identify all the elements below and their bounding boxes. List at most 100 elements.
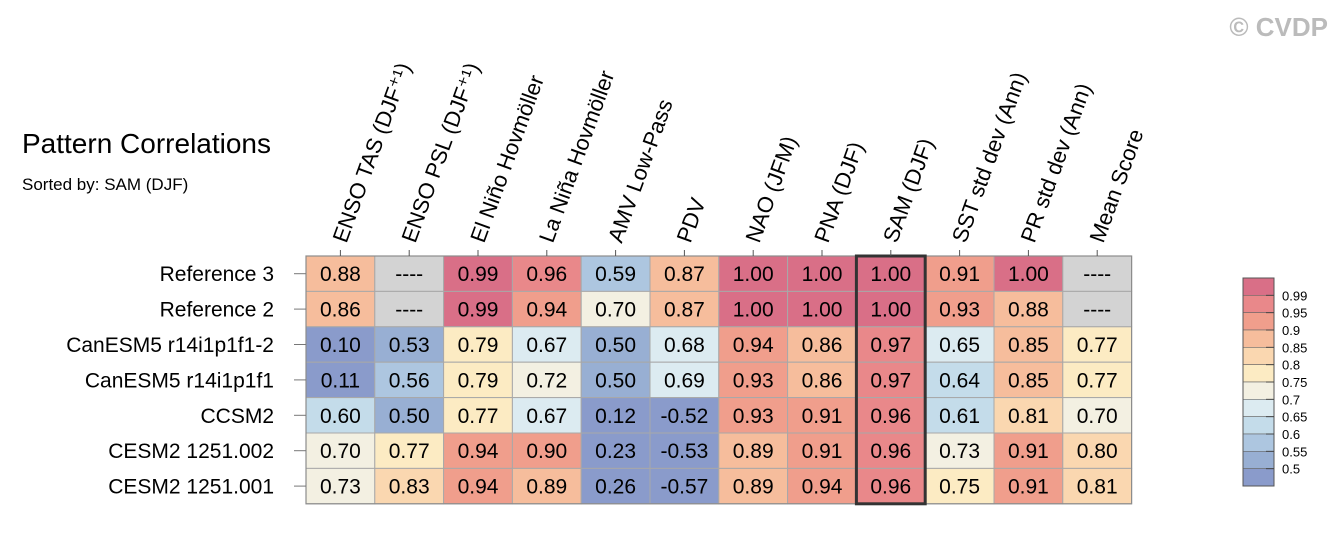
cell-value: 1.00 bbox=[733, 299, 774, 322]
cell-value: 0.97 bbox=[870, 369, 911, 392]
cell-value: 0.77 bbox=[389, 440, 430, 463]
colorbar-label: 0.9 bbox=[1282, 323, 1300, 338]
cell-value: 0.91 bbox=[939, 263, 980, 286]
cell-value: 0.79 bbox=[458, 334, 499, 357]
row-labels: Reference 3 Reference 2 CanESM5 r14i1p1f1-… bbox=[66, 263, 306, 499]
colorbar-segment bbox=[1242, 433, 1275, 452]
heatmap-cell bbox=[649, 432, 720, 469]
heatmap-cell bbox=[855, 290, 926, 328]
colorbar-label: 0.85 bbox=[1282, 340, 1307, 355]
heatmap-cell bbox=[374, 397, 445, 434]
cell-value: 0.91 bbox=[1008, 440, 1049, 463]
heatmap-cell bbox=[718, 290, 789, 328]
cell-value: 0.85 bbox=[1008, 369, 1049, 392]
cell-value: 0.83 bbox=[389, 476, 430, 499]
colorbar-label: 0.95 bbox=[1282, 306, 1307, 321]
colorbar-segment bbox=[1242, 312, 1275, 331]
cell-value: -0.52 bbox=[660, 405, 708, 428]
column-label: SST std dev (Ann) bbox=[947, 69, 1032, 246]
cell-value: 0.50 bbox=[595, 334, 636, 357]
cell-value: 0.97 bbox=[870, 334, 911, 357]
cell-value: 0.69 bbox=[664, 369, 705, 392]
cell-value: 0.94 bbox=[526, 299, 567, 322]
cell-value: 1.00 bbox=[802, 263, 843, 286]
heatmap-cell bbox=[511, 361, 582, 399]
heatmap-cell bbox=[580, 290, 651, 328]
heatmap-cell bbox=[787, 432, 857, 469]
colorbar-segment bbox=[1242, 468, 1275, 487]
column-label: El Niño Hovmöller bbox=[465, 72, 549, 246]
cell-value: 0.93 bbox=[939, 299, 980, 322]
heatmap-cell bbox=[649, 255, 720, 292]
cell-value: 0.26 bbox=[595, 476, 636, 499]
heatmap-cell bbox=[649, 290, 720, 328]
cell-value: 0.86 bbox=[802, 369, 843, 392]
cell-value: 0.67 bbox=[526, 334, 567, 357]
heatmap-cell bbox=[305, 361, 376, 399]
cell-value: ---- bbox=[1083, 299, 1111, 322]
heatmap-cell bbox=[993, 467, 1064, 505]
cell-value: 1.00 bbox=[870, 263, 911, 286]
cell-value: 0.70 bbox=[320, 440, 361, 463]
cell-value: 0.99 bbox=[458, 299, 499, 322]
cell-value: 0.77 bbox=[458, 405, 499, 428]
colorbar-segment bbox=[1242, 451, 1275, 469]
colorbar-segment bbox=[1242, 277, 1275, 296]
cell-value: 0.79 bbox=[458, 369, 499, 392]
heatmap-cell bbox=[374, 290, 445, 328]
heatmap-cell bbox=[305, 432, 376, 469]
cell-value: ---- bbox=[395, 299, 423, 322]
heatmap-cell bbox=[649, 467, 720, 505]
cell-value: 0.53 bbox=[389, 334, 430, 357]
cell-value: 0.93 bbox=[733, 405, 774, 428]
column-label: PR std dev (Ann) bbox=[1016, 80, 1097, 246]
colorbar-segment bbox=[1242, 381, 1275, 400]
column-label: NAO (JFM) bbox=[740, 133, 802, 246]
heatmap-cell bbox=[924, 255, 995, 292]
heatmap-cells: 0.88 ---- 0.99 0.96 0.59 0.87 1.00 1.00 1.00 0.91… bbox=[305, 254, 1133, 506]
cell-value: 0.96 bbox=[870, 476, 911, 499]
cell-value: 0.96 bbox=[870, 440, 911, 463]
heatmap-cell bbox=[511, 467, 582, 505]
cell-value: -0.57 bbox=[660, 476, 708, 499]
colorbar-label: 0.5 bbox=[1282, 462, 1300, 477]
cell-value: 0.65 bbox=[939, 334, 980, 357]
cell-value: 0.87 bbox=[664, 299, 705, 322]
cell-value: 0.77 bbox=[1077, 369, 1118, 392]
heatmap-cell bbox=[443, 397, 513, 434]
heatmap-cell bbox=[1062, 432, 1133, 469]
colorbar-segment bbox=[1242, 295, 1275, 313]
heatmap-cell bbox=[649, 397, 720, 434]
cell-value: 0.94 bbox=[733, 334, 774, 357]
cell-value: 1.00 bbox=[733, 263, 774, 286]
cell-value: 0.80 bbox=[1077, 440, 1118, 463]
heatmap-cell bbox=[787, 397, 857, 434]
heatmap-cell bbox=[718, 432, 789, 469]
row-label: CanESM5 r14i1p1f1 bbox=[85, 369, 274, 392]
colorbar-label: 0.55 bbox=[1282, 444, 1307, 459]
heatmap-cell bbox=[993, 290, 1064, 328]
heatmap-cell bbox=[443, 467, 513, 505]
heatmap-cell bbox=[993, 397, 1064, 434]
heatmap-cell bbox=[443, 326, 513, 363]
heatmap-cell bbox=[580, 397, 651, 434]
cell-value: 0.91 bbox=[1008, 476, 1049, 499]
cell-value: 0.89 bbox=[733, 440, 774, 463]
column-labels: ENSO TAS (DJF⁺¹)ENSO PSL (DJF⁺¹)El Niño … bbox=[328, 59, 1148, 256]
heatmap-cell bbox=[580, 326, 651, 363]
row-label: CESM2 1251.001 bbox=[108, 476, 274, 499]
cell-value: 0.10 bbox=[320, 334, 361, 357]
heatmap-cell bbox=[649, 361, 720, 399]
cell-value: 0.89 bbox=[733, 476, 774, 499]
colorbar-label: 0.8 bbox=[1282, 358, 1300, 373]
cell-value: 1.00 bbox=[1008, 263, 1049, 286]
heatmap-cell bbox=[1062, 467, 1133, 505]
cell-value: 0.67 bbox=[526, 405, 567, 428]
cell-value: 0.77 bbox=[1077, 334, 1118, 357]
heatmap-cell bbox=[1062, 255, 1133, 292]
colorbar-segment bbox=[1242, 329, 1275, 348]
heatmap-cell bbox=[1062, 361, 1133, 399]
row-label: CCSM2 bbox=[200, 405, 274, 428]
cell-value: 0.23 bbox=[595, 440, 636, 463]
